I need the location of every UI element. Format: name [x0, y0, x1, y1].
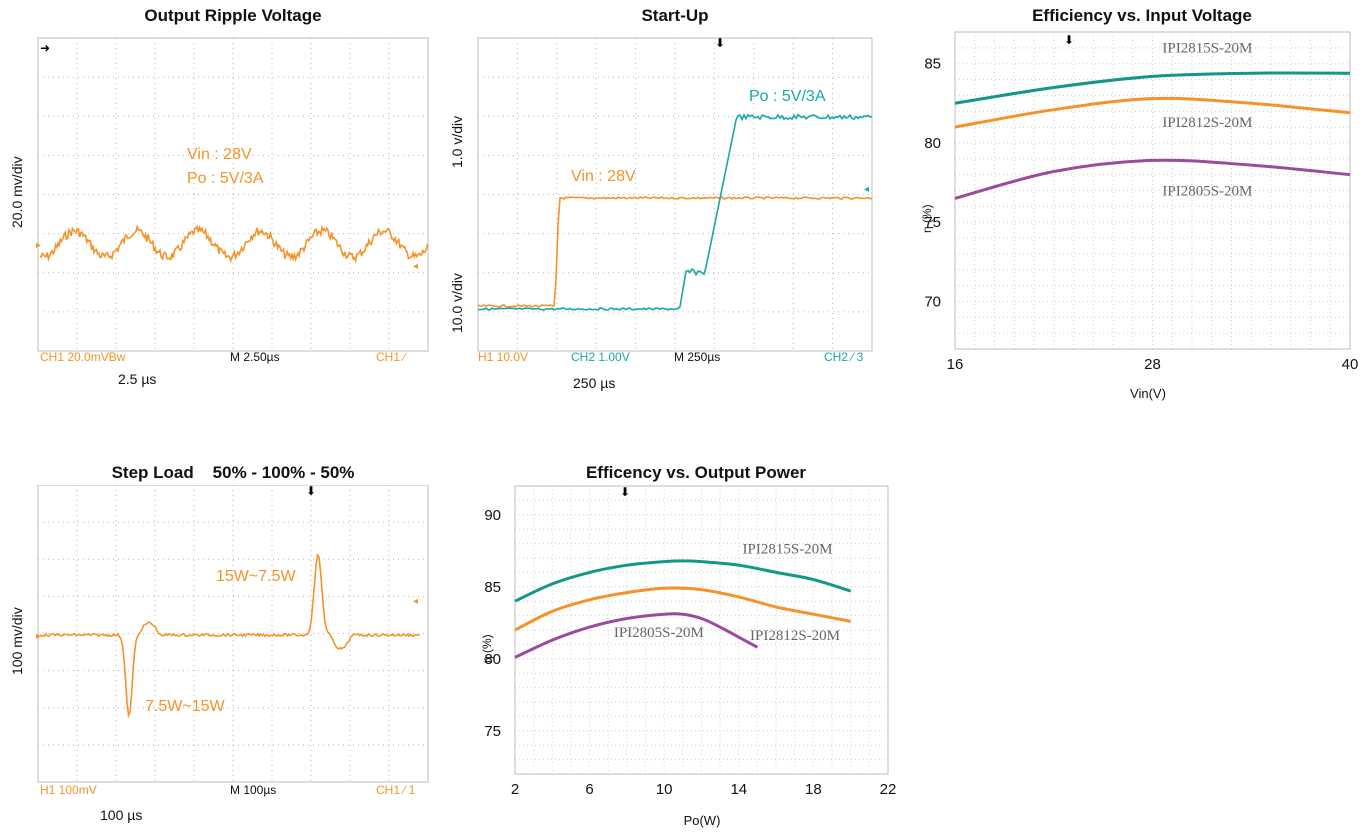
eff-po-xtick-label: 18 — [805, 781, 822, 798]
eff-vin-xtick-label: 16 — [947, 356, 964, 373]
stepload-trace — [39, 553, 420, 719]
startup-trigger-marker: ⬇ — [715, 36, 725, 50]
ripple-timescale: 2.5 µs — [118, 371, 156, 387]
eff-vin-series-label-ipi2812s-20m: IPI2812S-20M — [1162, 115, 1252, 131]
ripple-level-left: ▸ — [36, 240, 41, 251]
eff-po-series: IPI2815S-20M IPI2812S-20M IPI2805S-20M — [514, 542, 852, 659]
ripple-marker: ➜ — [40, 41, 50, 55]
startup-ylabel-top: 1.0 v/div — [449, 116, 465, 168]
eff-po-grid — [515, 486, 888, 774]
stepload-grid — [38, 485, 428, 782]
eff-po-ylabel: η (%) — [480, 634, 494, 663]
eff-po-ytick-label: 75 — [484, 723, 501, 740]
eff-vin-series-label-ipi2815s-20m: IPI2815S-20M — [1162, 41, 1252, 57]
startup-annot-po: Po : 5V/3A — [749, 88, 826, 105]
eff-po-series-line-ipi2805s-20m — [514, 612, 759, 659]
eff-po-ytick-label: 90 — [484, 507, 501, 524]
stepload-footer-trig: CH1 ∕ 1 — [376, 783, 416, 797]
eff-vin-series: IPI2815S-20M IPI2812S-20M IPI2805S-20M — [954, 41, 1351, 200]
startup-footer-trig: CH2 ∕ 3 — [824, 350, 864, 364]
eff-po-xlabel: Po(W) — [684, 813, 721, 828]
eff-vin-ticks: 16 28 40 70 75 80 85 — [924, 56, 1358, 373]
eff-vin-title: Efficiency vs. Input Voltage — [1032, 6, 1252, 25]
stepload-level-right: ◂ — [413, 596, 418, 607]
eff-vin-xtick-label: 28 — [1144, 356, 1161, 373]
eff-vin-series-line-ipi2805s-20m — [954, 158, 1351, 200]
ripple-level-right: ◂ — [413, 261, 418, 272]
startup-annot-vin: Vin : 28V — [571, 168, 636, 185]
eff-po-chart: ⬇ IPI2815S-20M IPI2812S-20M IPI2805S-20M 2… — [480, 485, 896, 828]
eff-vin-ytick-label: 80 — [924, 135, 941, 152]
ripple-scope: 20.0 mv/div ➜ Vin : 28V Po : 5V/3A ▸ ◂ C… — [9, 37, 429, 387]
eff-po-series-label-ipi2815s-20m: IPI2815S-20M — [743, 542, 833, 558]
startup-title: Start-Up — [641, 6, 709, 25]
startup-screen — [477, 37, 873, 352]
ripple-grid — [38, 38, 428, 351]
stepload-level-left: ▸ — [36, 631, 41, 642]
startup-vin-trace — [477, 196, 873, 308]
eff-vin-ytick-label: 75 — [924, 214, 941, 231]
eff-po-series-label-ipi2805s-20m: IPI2805S-20M — [614, 625, 704, 641]
eff-vin-series-label-ipi2805s-20m: IPI2805S-20M — [1162, 183, 1252, 199]
startup-ylabel-bottom: 10.0 v/div — [449, 273, 465, 333]
eff-po-xtick-label: 22 — [880, 781, 897, 798]
eff-po-series-line-ipi2815s-20m — [514, 559, 852, 603]
eff-vin-ytick-label: 85 — [924, 56, 941, 73]
startup-footer-time: M 250µs — [674, 350, 720, 364]
ripple-annot-vin: Vin : 28V — [187, 146, 252, 163]
eff-vin-series-line-ipi2815s-20m — [954, 71, 1351, 105]
startup-timescale: 250 µs — [573, 375, 615, 391]
eff-vin-marker: ⬇ — [1064, 33, 1074, 47]
ripple-trace — [39, 224, 429, 264]
eff-vin-chart: ⬇ IPI2815S-20M IPI2812S-20M IPI2805S-20M 1… — [920, 31, 1358, 401]
eff-vin-series-line-ipi2812s-20m — [954, 96, 1351, 129]
stepload-scope: 100 mv/div ⬇ 15W~7.5W 7.5W~15W ◂ ▸ H1 10… — [9, 485, 429, 823]
stepload-trigger-marker: ⬇ — [306, 485, 316, 498]
startup-grid — [478, 38, 872, 351]
stepload-timescale: 100 µs — [100, 807, 142, 823]
stepload-title: Step Load 50% - 100% - 50% — [111, 463, 355, 482]
eff-po-xtick-label: 2 — [511, 781, 519, 798]
stepload-ylabel: 100 mv/div — [9, 607, 25, 675]
stepload-footer-time: M 100µs — [230, 783, 276, 797]
ripple-title: Output Ripple Voltage — [144, 6, 322, 25]
eff-vin-ylabel: η (%) — [920, 204, 934, 233]
eff-po-title: Efficency vs. Output Power — [585, 463, 807, 482]
eff-vin-xlabel: Vin(V) — [1130, 386, 1166, 401]
eff-po-ticks: 2 6 10 14 18 22 75 80 85 90 — [484, 507, 896, 798]
eff-po-series-label-ipi2812s-20m: IPI2812S-20M — [750, 628, 840, 644]
stepload-footer-ch: H1 100mV — [40, 783, 97, 797]
eff-vin-plot-area — [954, 31, 1351, 350]
eff-po-ytick-label: 85 — [484, 579, 501, 596]
startup-footer-ch1: H1 10.0V — [478, 350, 528, 364]
startup-level-right: ◂ — [864, 184, 869, 195]
ripple-footer-trig: CH1 ∕ — [376, 350, 407, 364]
eff-po-marker: ⬇ — [620, 485, 630, 499]
startup-footer-ch2: CH2 1.00V — [571, 350, 630, 364]
eff-vin-xtick-label: 40 — [1342, 356, 1359, 373]
startup-scope: 1.0 v/div 10.0 v/div ⬇ Vin : 28V Po : 5V… — [449, 36, 873, 391]
startup-vo-trace — [477, 113, 873, 311]
ripple-footer-ch: CH1 20.0mVBw — [40, 350, 126, 364]
ripple-annot-po: Po : 5V/3A — [187, 170, 264, 187]
ripple-footer-time: M 2.50µs — [230, 350, 280, 364]
eff-vin-ytick-label: 70 — [924, 293, 941, 310]
eff-po-ytick-label: 80 — [484, 651, 501, 668]
eff-po-xtick-label: 14 — [730, 781, 747, 798]
eff-po-xtick-label: 6 — [585, 781, 593, 798]
stepload-annot-up: 15W~7.5W — [216, 568, 296, 585]
eff-po-xtick-label: 10 — [656, 781, 673, 798]
eff-po-series-line-ipi2812s-20m — [514, 586, 851, 632]
stepload-annot-down: 7.5W~15W — [145, 698, 225, 715]
ripple-ylabel: 20.0 mv/div — [9, 156, 25, 228]
